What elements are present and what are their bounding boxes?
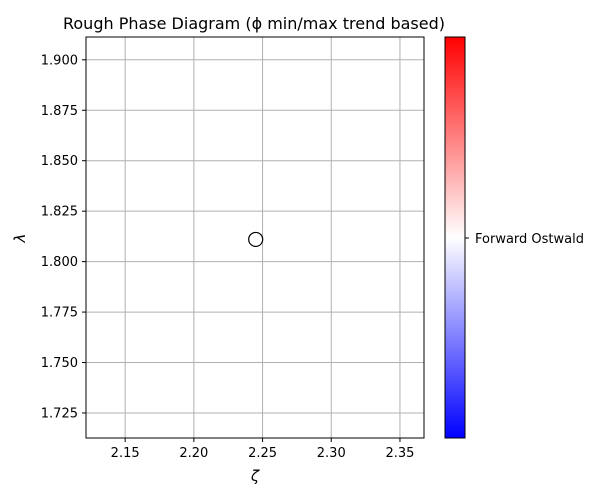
x-tick-label: 2.30 — [317, 446, 346, 461]
x-tick-label: 2.15 — [111, 446, 140, 461]
y-axis-ticks: 1.725 1.750 1.775 1.800 1.825 1.850 1.875 1.900 — [41, 53, 86, 421]
x-axis-ticks: 2.15 2.20 2.25 2.30 2.35 — [111, 438, 414, 461]
data-series — [248, 231, 264, 248]
y-tick-label: 1.725 — [41, 406, 78, 421]
x-axis-label: ζ — [250, 467, 260, 485]
plot-frame — [85, 36, 425, 439]
plot-background — [86, 37, 424, 438]
x-tick-label: 2.25 — [248, 446, 277, 461]
y-tick-label: 1.900 — [41, 53, 78, 68]
y-tick-label: 1.825 — [41, 205, 78, 220]
colorbar-gradient — [445, 37, 465, 438]
y-axis-label: λ — [11, 234, 29, 244]
y-tick-label: 1.750 — [41, 356, 78, 371]
colorbar: Forward Ostwald — [444, 36, 584, 439]
y-tick-label: 1.775 — [41, 306, 78, 321]
colorbar-tick-label: Forward Ostwald — [475, 232, 584, 247]
grid — [86, 37, 424, 438]
data-point — [248, 231, 264, 248]
x-tick-label: 2.35 — [385, 446, 414, 461]
x-tick-label: 2.20 — [179, 446, 208, 461]
y-tick-label: 1.875 — [41, 104, 78, 119]
y-tick-label: 1.850 — [41, 154, 78, 169]
plot-area: 2.15 2.20 2.25 2.30 2.35 1.725 1.750 1.775 1.80… — [41, 36, 425, 461]
chart-title: Rough Phase Diagram (ϕ min/max trend bas… — [63, 14, 445, 33]
y-tick-label: 1.800 — [41, 255, 78, 270]
